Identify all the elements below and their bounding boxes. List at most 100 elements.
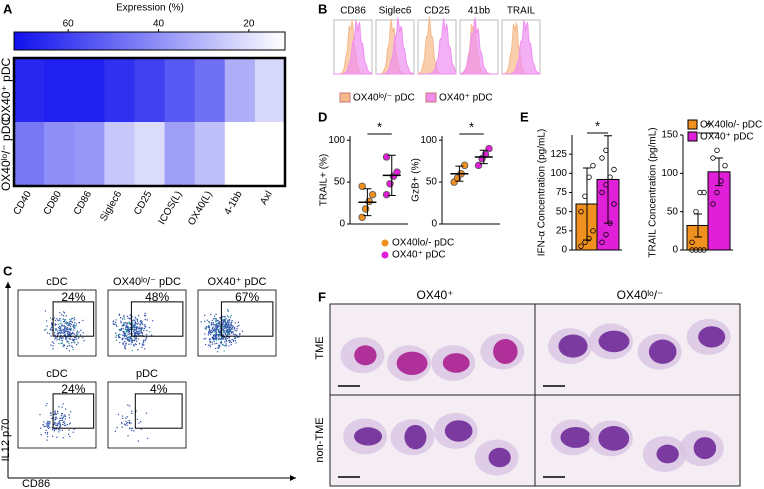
cell-event — [134, 326, 136, 329]
data-point — [460, 161, 469, 170]
cell-event — [123, 340, 126, 343]
cell-event — [210, 323, 213, 325]
cell-event — [138, 422, 140, 424]
cell-event — [129, 314, 131, 316]
cell-event — [213, 331, 215, 333]
cell-event — [59, 429, 61, 431]
cell-event — [54, 329, 57, 332]
cell-event — [144, 312, 146, 314]
legend-label: OX40⁺ pDC — [439, 93, 493, 104]
cell-event — [73, 325, 75, 328]
cell-event — [208, 320, 210, 323]
cell-event — [216, 322, 219, 325]
panel-label: C — [3, 263, 13, 278]
cell-event — [128, 340, 131, 342]
data-point — [689, 247, 695, 253]
cell-event — [140, 331, 143, 333]
cell-event — [133, 329, 135, 331]
cell-event — [205, 328, 207, 330]
cell-event — [59, 312, 61, 314]
cell-event — [126, 328, 129, 331]
cell-event — [204, 337, 207, 340]
data-point — [368, 190, 377, 199]
heatmap-cell — [134, 58, 166, 123]
data-point — [603, 231, 609, 238]
heatmap-cell — [104, 122, 135, 187]
cell-event — [140, 329, 143, 331]
cell-event — [214, 324, 216, 327]
cell-event — [48, 422, 50, 425]
cell-event — [122, 334, 124, 336]
cell-event — [124, 424, 127, 426]
cell-event — [121, 426, 123, 428]
data-point — [599, 239, 605, 246]
cell-event — [145, 412, 148, 414]
cell-event — [231, 319, 233, 322]
gate-percent: 24% — [61, 382, 85, 396]
cell-event — [223, 330, 225, 333]
cell-event — [229, 339, 231, 341]
cell-event — [65, 408, 67, 410]
cell-event — [59, 328, 62, 330]
cell-event — [49, 426, 51, 429]
cell-event — [232, 328, 234, 330]
cell-event — [211, 341, 213, 343]
cell-event — [129, 421, 131, 423]
cell-event — [73, 428, 75, 431]
cell-event — [48, 333, 51, 335]
cell-event — [44, 329, 46, 331]
cell-event — [59, 423, 61, 425]
cell-event — [68, 414, 70, 416]
cell-event — [62, 337, 64, 339]
cell-event — [60, 320, 62, 322]
y-axis-label: TRAIL Concentration (pg/mL) — [648, 127, 659, 257]
cell-event — [204, 343, 207, 346]
cell-event — [76, 332, 78, 334]
cell-event — [131, 412, 133, 415]
cell-event — [146, 437, 149, 440]
cell-event — [223, 345, 226, 347]
histogram — [459, 17, 499, 75]
cell-event — [71, 338, 74, 340]
cell-event — [211, 330, 214, 333]
cell-event — [210, 322, 213, 324]
heatmap-cell — [224, 122, 256, 187]
cell-event — [44, 310, 47, 312]
cell-event — [61, 419, 64, 421]
cell-event — [61, 339, 64, 342]
heatmap-cell — [134, 122, 166, 187]
cell-event — [66, 330, 68, 332]
cell-event — [67, 433, 70, 436]
cell-event — [47, 427, 50, 430]
cell-event — [231, 331, 233, 333]
cell-event — [136, 323, 139, 325]
cell-event — [211, 343, 214, 345]
histogram — [418, 18, 457, 75]
cell-event — [73, 336, 76, 339]
cell-event — [223, 350, 225, 352]
cell-event — [235, 330, 238, 332]
cell-event — [133, 331, 135, 333]
legend-label: OX40⁺ pDC — [392, 250, 446, 261]
cell-event — [124, 337, 127, 340]
cell-event — [137, 338, 140, 340]
cell-event — [228, 339, 230, 342]
cell-event — [56, 333, 59, 335]
cell-event — [46, 325, 48, 327]
cell-event — [137, 332, 140, 335]
cell-event — [208, 326, 211, 329]
cell-event — [123, 318, 126, 321]
cell-event — [119, 336, 121, 339]
cell-event — [144, 324, 146, 326]
cell-event — [235, 342, 237, 344]
y-tick-label: 100 — [550, 168, 567, 179]
cell-event — [118, 335, 120, 338]
cell-event — [60, 337, 63, 340]
cell-event — [219, 341, 222, 344]
nucleus — [354, 427, 383, 446]
cell-event — [64, 415, 67, 418]
cell-event — [125, 342, 127, 345]
cell-event — [225, 340, 228, 342]
cell-event — [212, 335, 215, 337]
cell-event — [213, 315, 216, 317]
